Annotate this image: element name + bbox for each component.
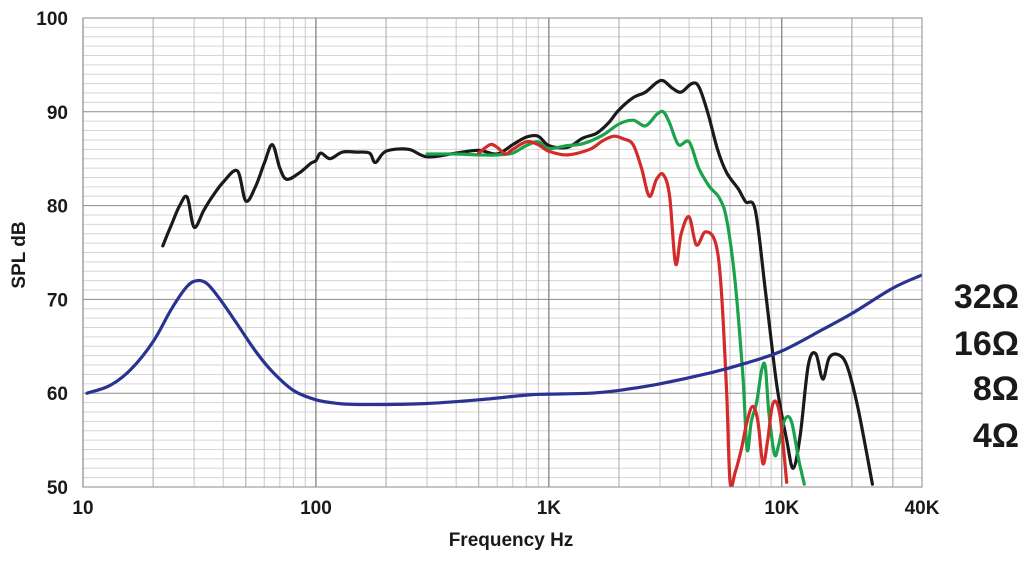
y-tick-label: 90 <box>47 103 68 124</box>
x-tick-label: 10K <box>764 498 799 519</box>
x-tick-label: 100 <box>300 498 332 519</box>
x-tick-label: 1K <box>537 498 562 519</box>
y-tick-label: 100 <box>36 9 68 30</box>
x-axis-label: Frequency Hz <box>449 530 574 551</box>
impedance-label: 16Ω <box>954 325 1019 363</box>
plot-frame <box>82 17 923 488</box>
red-response-line <box>477 134 789 487</box>
y-tick-labels: 50 60 70 80 90 100 <box>36 9 68 499</box>
impedance-labels: 32Ω 16Ω 8Ω 4Ω <box>954 278 1019 455</box>
x-tick-label: 40K <box>905 498 940 519</box>
y-tick-label: 60 <box>47 384 68 405</box>
impedance-label: 32Ω <box>954 278 1019 316</box>
black-response-line <box>161 78 874 486</box>
impedance-label: 8Ω <box>973 370 1019 408</box>
y-tick-label: 70 <box>47 290 68 311</box>
y-tick-label: 50 <box>47 478 68 499</box>
impedance-label: 4Ω <box>973 417 1019 455</box>
green-response-line <box>425 109 806 486</box>
x-tick-labels: 10 100 1K 10K 40K <box>72 498 939 519</box>
y-axis-label: SPL dB <box>9 221 30 288</box>
x-tick-label: 10 <box>72 498 93 519</box>
series-layer <box>85 78 922 487</box>
blue-impedance-line <box>85 273 922 407</box>
y-tick-label: 80 <box>47 197 68 218</box>
